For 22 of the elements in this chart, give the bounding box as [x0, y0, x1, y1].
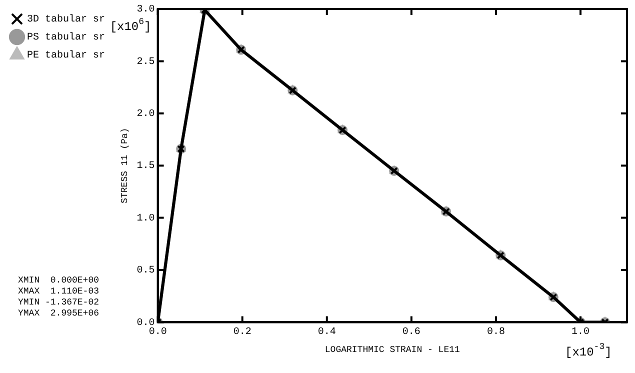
text: YMIN -1.367E-02 — [18, 298, 100, 308]
y-tick-label: 1.0 — [136, 213, 155, 224]
legend-label: PS tabular sr — [27, 32, 106, 44]
y-tick-label: 1.5 — [136, 161, 155, 172]
y-tick-label: 2.5 — [136, 56, 155, 68]
y-tick-label: 3.0 — [136, 4, 155, 16]
y-axis-title: STRESS 11 (Pa) — [120, 128, 130, 204]
x-tick-label: 0.4 — [318, 326, 336, 338]
x-tick-label: 0.0 — [148, 326, 167, 338]
y-tick-label: 0.5 — [136, 266, 155, 277]
x-tick-label: 0.6 — [402, 326, 420, 338]
y-tick-label: 2.0 — [136, 109, 155, 120]
text: XMIN 0.000E+00 — [18, 276, 100, 286]
y-tick-label: 0.0 — [136, 318, 155, 329]
legend-label: PE tabular sr — [27, 50, 106, 62]
text: YMAX 2.995E+06 — [18, 308, 100, 319]
text: XMAX 1.110E-03 — [18, 286, 100, 297]
x-tick-label: 0.8 — [486, 326, 505, 338]
x-tick-label: 0.2 — [233, 326, 252, 338]
x-tick-label: 1.0 — [571, 326, 590, 338]
legend-label: 3D tabular sr — [27, 14, 106, 26]
x-axis-title: LOGARITHMIC STRAIN - LE11 — [324, 344, 460, 355]
